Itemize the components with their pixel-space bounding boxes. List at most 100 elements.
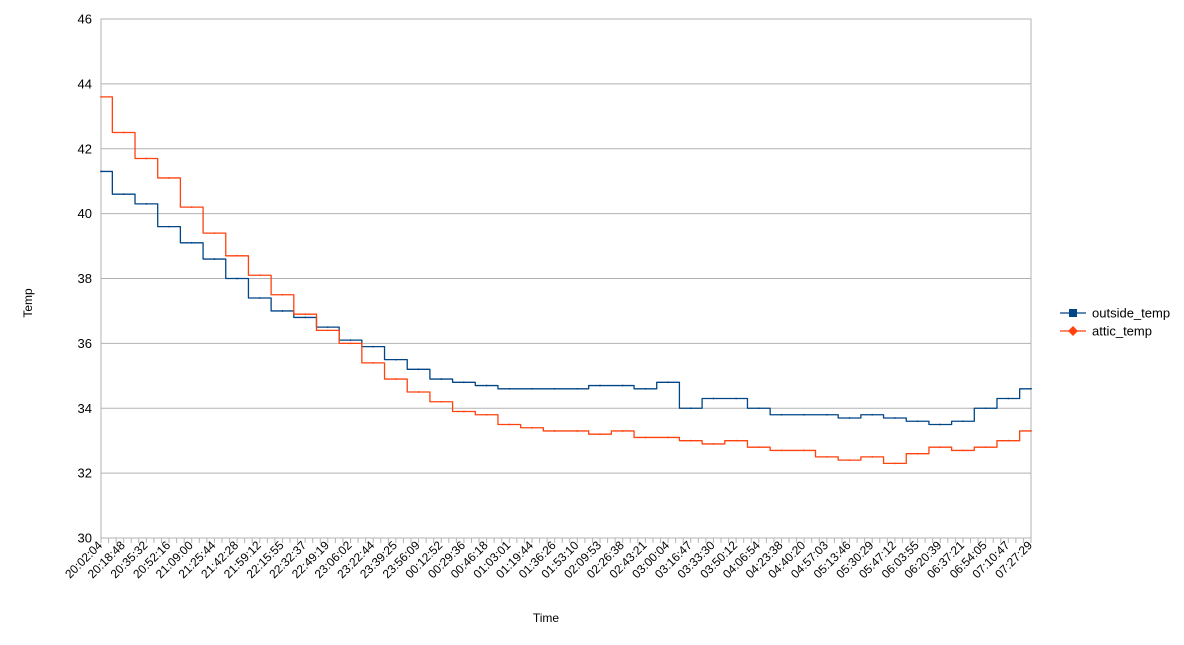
x-axis-title: Time xyxy=(533,611,560,625)
legend-diamond-marker-icon xyxy=(1068,326,1078,336)
data-point xyxy=(531,387,533,390)
data-point xyxy=(553,387,556,390)
y-tick-label: 40 xyxy=(78,206,92,221)
data-point xyxy=(984,446,987,449)
data-point xyxy=(576,430,579,432)
data-point xyxy=(1007,397,1010,400)
data-point xyxy=(258,297,261,299)
data-point xyxy=(735,439,738,442)
data-point xyxy=(394,358,397,361)
data-point xyxy=(531,426,533,429)
data-point xyxy=(326,329,329,332)
data-point xyxy=(190,206,193,209)
data-point xyxy=(508,423,511,426)
data-point xyxy=(1007,439,1010,442)
data-point xyxy=(122,193,125,196)
y-tick-label: 42 xyxy=(78,141,92,156)
data-point xyxy=(213,232,216,234)
data-point xyxy=(712,397,715,400)
data-point xyxy=(825,413,828,416)
data-point xyxy=(689,407,692,410)
data-point xyxy=(349,342,352,345)
legend-label-attic_temp: attic_temp xyxy=(1092,324,1152,339)
data-point xyxy=(939,446,942,449)
data-point xyxy=(667,436,669,439)
data-point xyxy=(803,413,806,416)
y-tick-label: 44 xyxy=(78,76,92,91)
data-point xyxy=(236,254,238,257)
data-point xyxy=(417,368,420,371)
data-point xyxy=(803,449,806,452)
data-point xyxy=(757,446,760,449)
legend-square-marker-icon xyxy=(1069,309,1077,317)
data-point xyxy=(372,345,375,348)
data-point xyxy=(281,293,284,296)
y-tick-label: 30 xyxy=(78,531,92,546)
data-point xyxy=(417,391,420,393)
data-point xyxy=(644,436,647,439)
data-point xyxy=(122,131,125,134)
data-point xyxy=(326,326,329,329)
data-point xyxy=(871,456,874,458)
y-tick-label: 46 xyxy=(78,12,92,27)
data-point xyxy=(213,258,216,260)
data-point xyxy=(939,423,942,426)
data-point xyxy=(599,433,601,436)
data-point xyxy=(962,449,964,452)
data-point xyxy=(916,420,919,423)
data-point xyxy=(553,430,556,432)
data-point xyxy=(281,310,284,312)
data-point xyxy=(984,407,987,410)
series-attic_temp xyxy=(100,95,1032,465)
data-point xyxy=(440,378,443,380)
data-point xyxy=(916,452,919,455)
data-point xyxy=(780,413,783,416)
data-point xyxy=(894,417,896,419)
y-tick-label: 38 xyxy=(78,271,92,286)
data-point xyxy=(599,384,601,387)
legend-label-outside_temp: outside_temp xyxy=(1092,306,1170,321)
data-point xyxy=(757,407,760,410)
data-point xyxy=(621,384,624,387)
y-tick-label: 32 xyxy=(78,466,92,481)
data-point xyxy=(871,413,874,416)
data-point xyxy=(689,439,692,442)
data-point xyxy=(145,202,148,205)
data-point xyxy=(962,420,964,423)
data-point xyxy=(508,387,511,390)
data-point xyxy=(190,241,193,244)
data-point xyxy=(168,225,170,228)
data-point xyxy=(304,316,307,319)
data-point xyxy=(780,449,783,452)
data-point xyxy=(735,397,738,400)
data-point xyxy=(440,400,443,403)
data-point xyxy=(168,177,170,179)
data-point xyxy=(394,378,397,380)
data-point xyxy=(1030,430,1032,432)
data-point xyxy=(100,95,102,98)
data-point xyxy=(145,157,148,160)
data-point xyxy=(236,277,238,280)
data-point xyxy=(894,462,896,465)
y-tick-label: 34 xyxy=(78,401,92,416)
data-point xyxy=(848,417,851,419)
data-point xyxy=(825,456,828,458)
data-point xyxy=(372,361,375,364)
data-point xyxy=(485,384,488,387)
data-point xyxy=(463,410,465,413)
data-point xyxy=(100,170,102,173)
data-point xyxy=(644,387,647,390)
data-point xyxy=(349,339,352,342)
data-point xyxy=(485,413,488,416)
data-point xyxy=(258,274,261,277)
data-point xyxy=(621,430,624,432)
data-point xyxy=(712,443,715,445)
data-point xyxy=(1030,387,1032,390)
data-point xyxy=(463,381,465,384)
data-point xyxy=(576,387,579,390)
data-point xyxy=(304,313,307,316)
data-point xyxy=(848,459,851,462)
data-point xyxy=(667,381,669,384)
